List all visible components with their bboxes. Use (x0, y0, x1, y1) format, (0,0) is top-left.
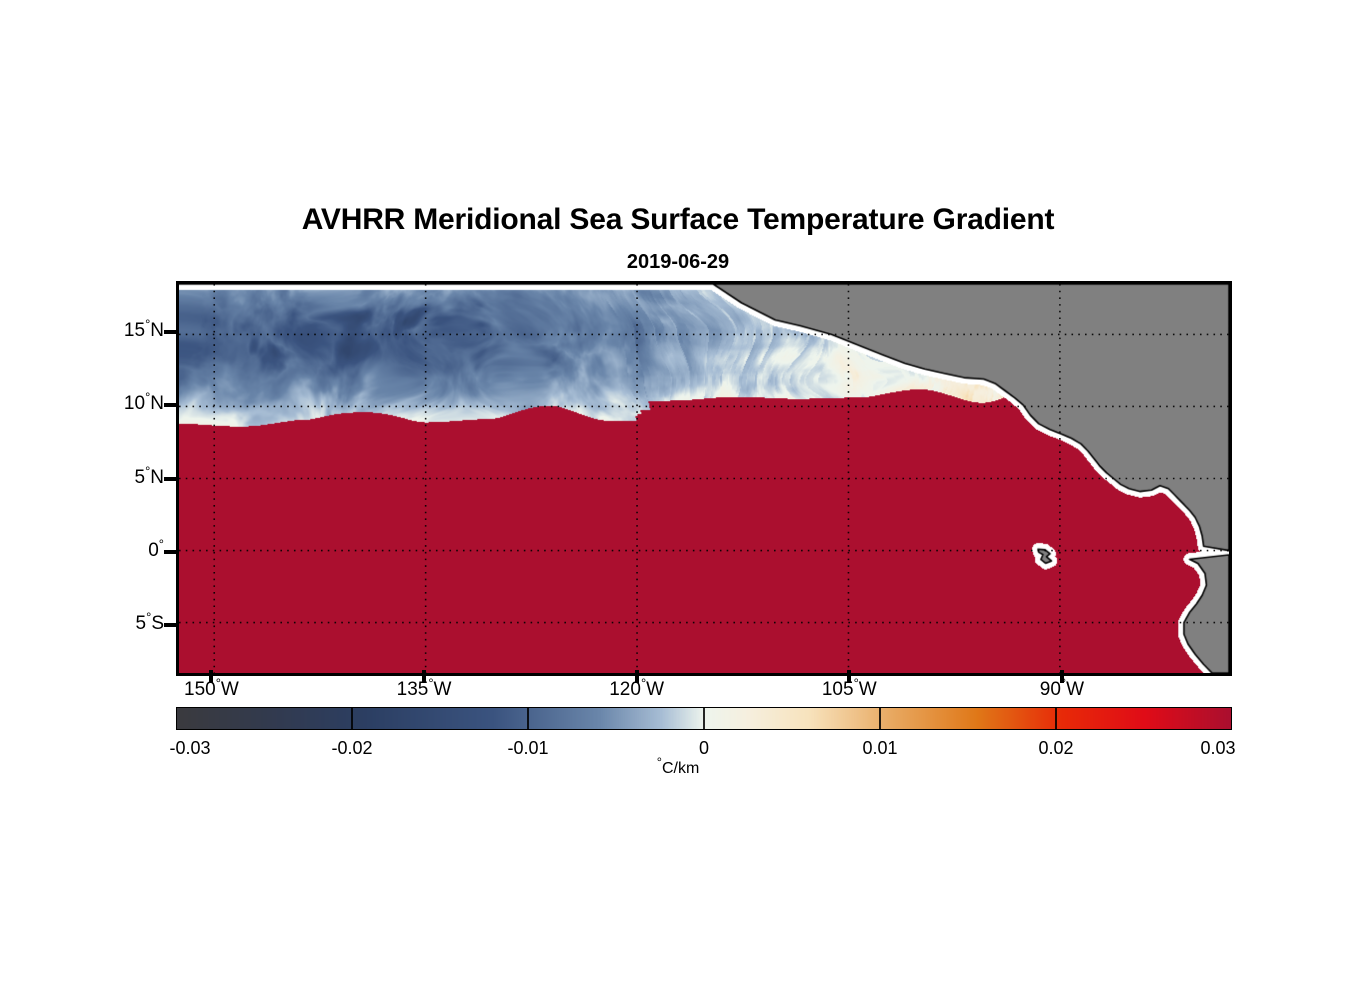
colorbar-unit-label: °C/km (656, 754, 700, 777)
y-tick-label: 0° (148, 536, 164, 561)
x-tick-mark (209, 670, 214, 683)
y-tick-mark (164, 476, 178, 481)
y-tick-mark (164, 622, 178, 627)
land-mask-overlay (179, 284, 1229, 673)
y-tick-label: 15°N (123, 316, 164, 342)
x-tick-label: 105°W (821, 675, 877, 700)
x-tick-mark (1059, 670, 1064, 683)
page-title: AVHRR Meridional Sea Surface Temperature… (301, 203, 1055, 236)
colorbar-tick-label: 0.02 (1038, 738, 1074, 758)
y-tick-mark (164, 403, 178, 408)
x-tick-mark (634, 670, 639, 683)
x-tick-label: 90°W (1039, 675, 1085, 700)
x-tick-label: 135°W (396, 675, 452, 700)
y-tick-label: 10°N (123, 390, 164, 415)
colorbar-tick-mark (703, 707, 705, 730)
x-tick-label: 120°W (609, 675, 665, 700)
colorbar-tick-label: -0.03 (169, 738, 211, 758)
chart-subtitle-date: 2019-06-29 (626, 251, 730, 273)
map-axes (176, 281, 1232, 676)
colorbar-tick-label: -0.02 (331, 738, 373, 758)
y-tick-label: 5°N (134, 463, 164, 488)
x-tick-mark (422, 670, 427, 683)
colorbar-tick-label: 0 (698, 738, 710, 758)
colorbar-tick-mark (1055, 707, 1057, 730)
x-tick-mark (847, 670, 852, 683)
colorbar-tick-mark (351, 707, 353, 730)
colorbar-tick-label: 0.01 (862, 738, 898, 758)
y-tick-label: 5°S (135, 609, 164, 634)
colorbar-tick-label: 0.03 (1200, 738, 1236, 758)
colorbar-tick-label: -0.01 (507, 738, 549, 758)
colorbar-tick-mark (879, 707, 881, 730)
x-tick-label: 150°W (184, 675, 239, 700)
colorbar-tick-mark (527, 707, 529, 730)
y-tick-mark (164, 549, 178, 554)
y-tick-mark (164, 330, 178, 335)
